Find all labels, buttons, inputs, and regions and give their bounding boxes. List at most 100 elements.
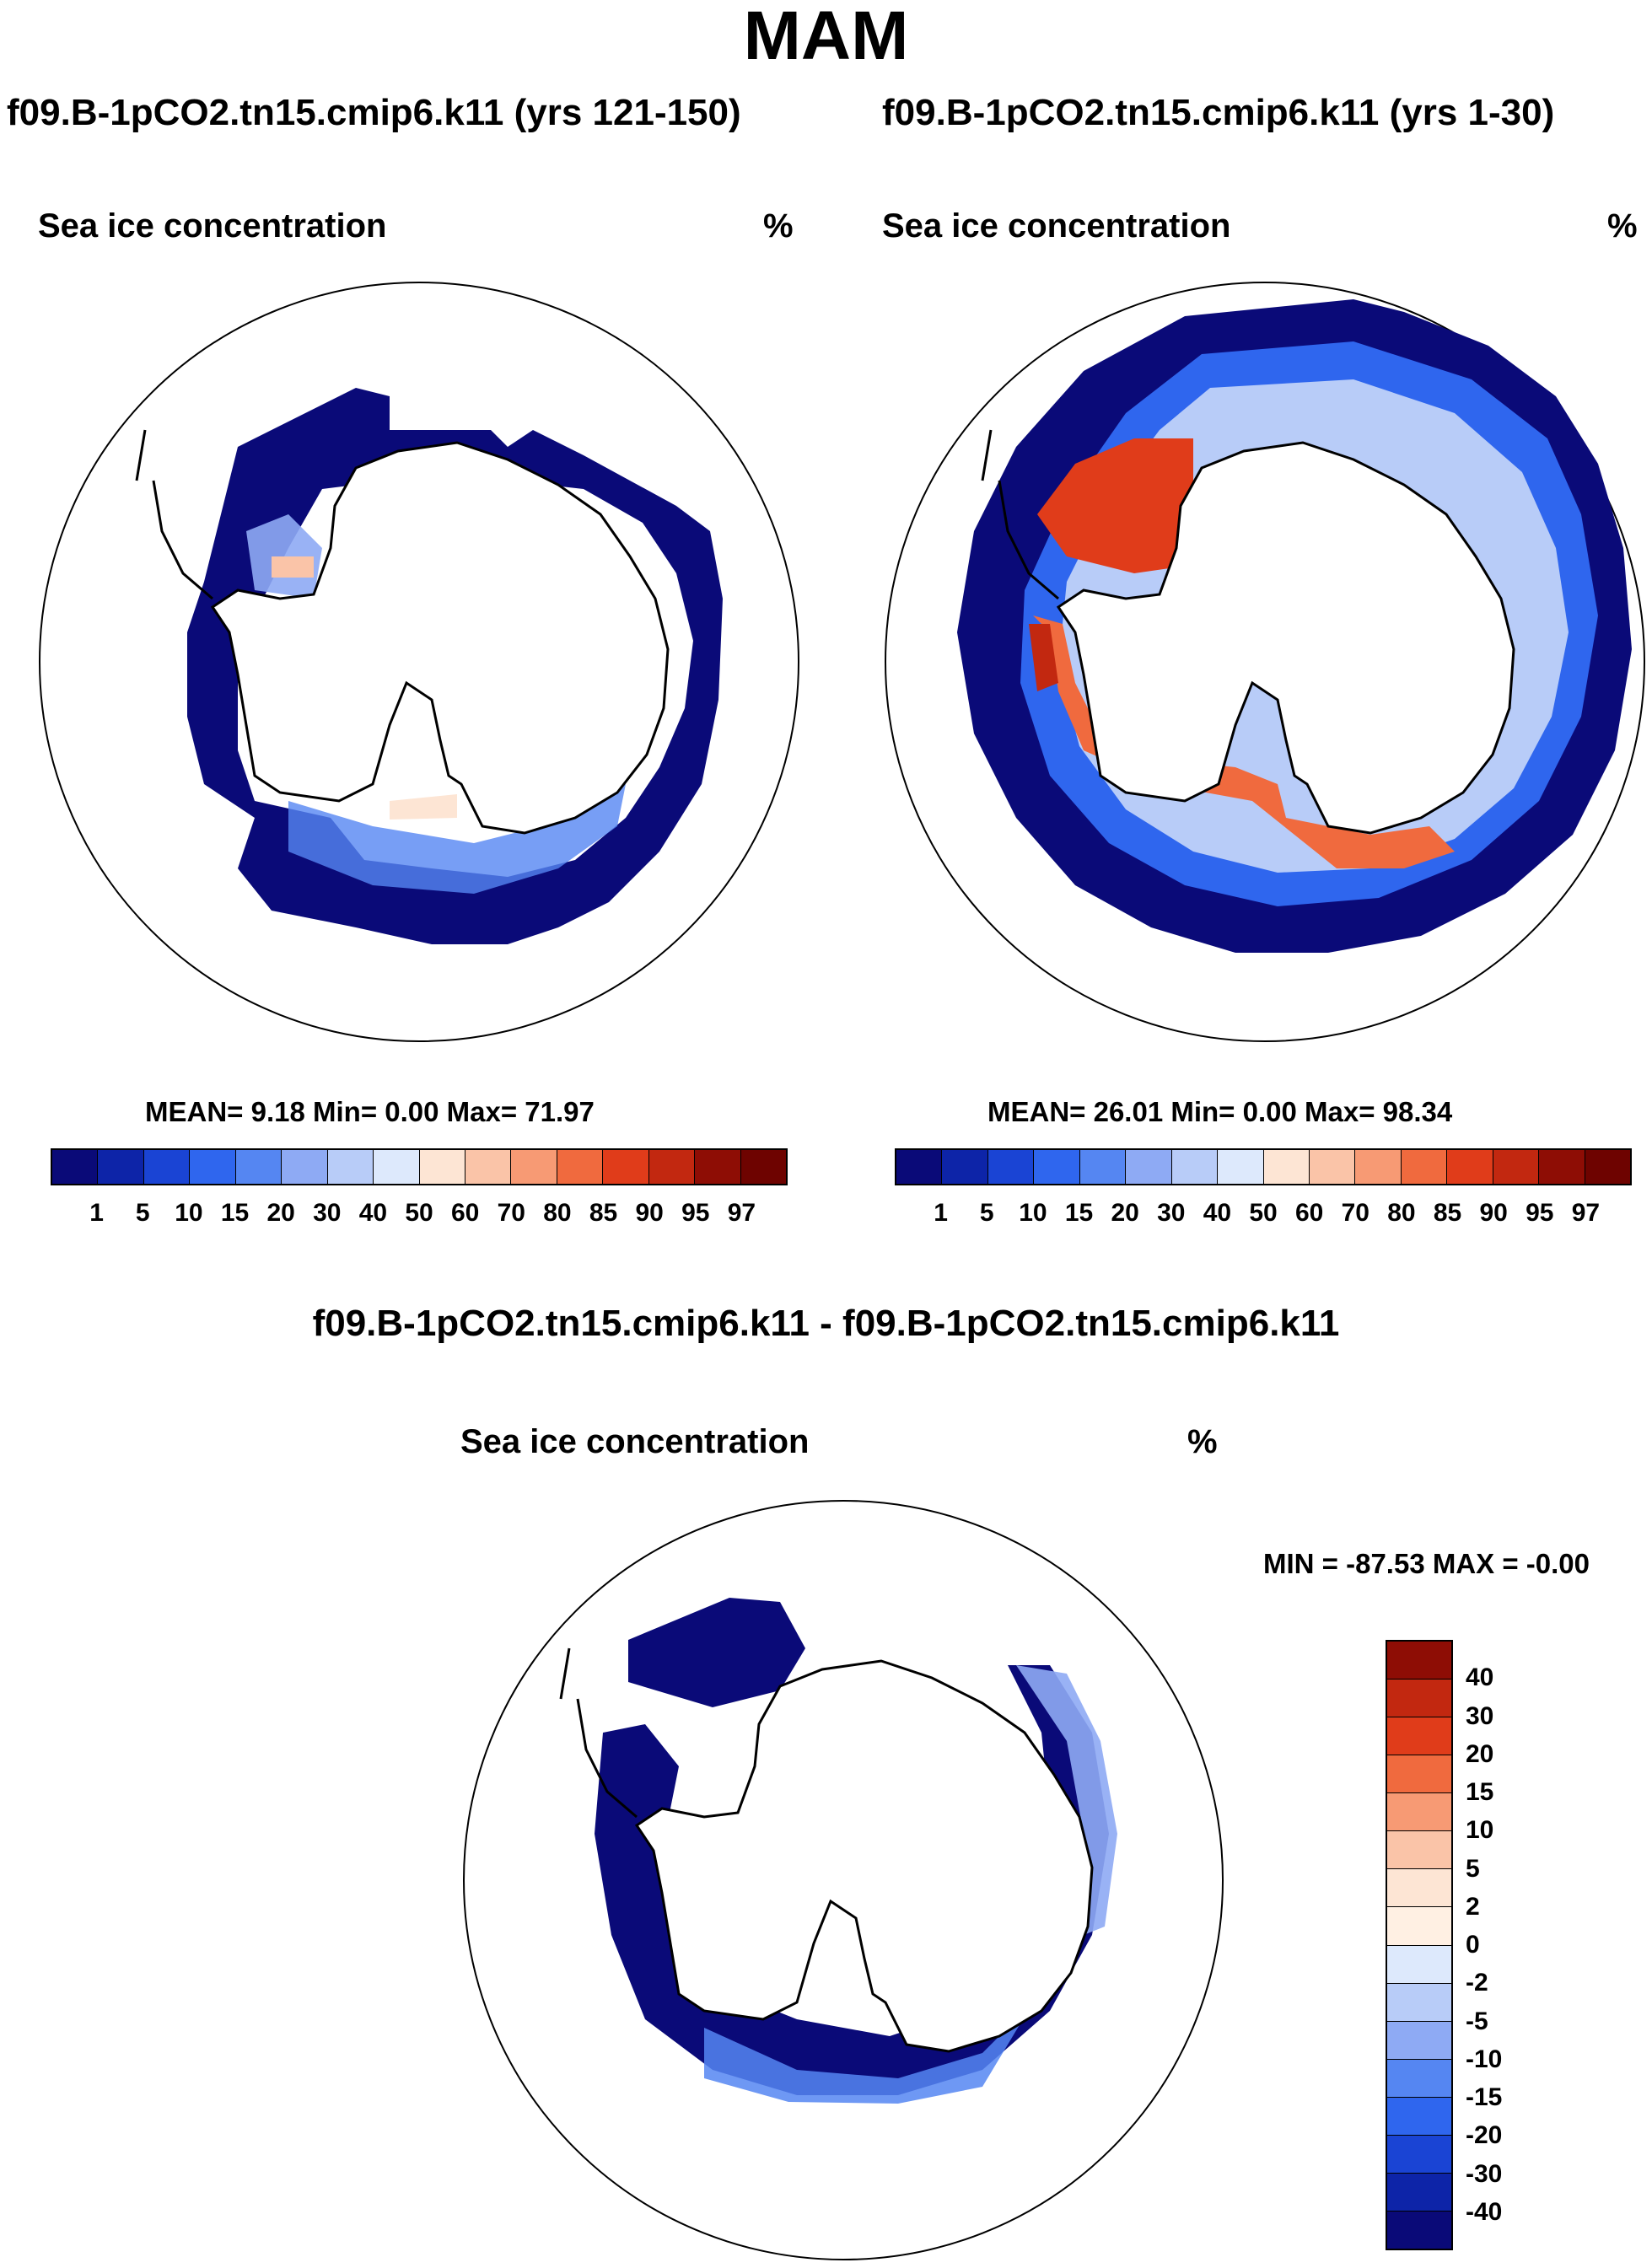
colorbar-swatch	[1387, 2059, 1451, 2098]
panel2-polar-map	[885, 282, 1645, 1042]
colorbar-swatch	[374, 1150, 420, 1184]
colorbar-tick-label: 95	[681, 1199, 710, 1227]
colorbar-tick-label: 5	[1466, 1854, 1480, 1883]
panel2-antarctica-landmass	[1056, 441, 1515, 835]
colorbar-swatch	[52, 1150, 99, 1184]
colorbar-tick-label: 60	[450, 1199, 480, 1227]
panel3-stats: MIN = -87.53 MAX = -0.00	[1263, 1548, 1590, 1579]
colorbar-swatch	[1387, 1907, 1451, 1946]
colorbar-tick-label: 50	[405, 1199, 433, 1227]
colorbar-swatch	[1493, 1150, 1540, 1184]
colorbar-swatch	[740, 1150, 786, 1184]
colorbar-tick-label: 15	[1466, 1778, 1494, 1806]
colorbar-swatch	[190, 1150, 236, 1184]
colorbar-swatch	[143, 1150, 191, 1184]
panel3-antarctic-peninsula	[559, 1647, 638, 1819]
panel3-variable-label: Sea ice concentration	[460, 1423, 810, 1460]
panel3-case-title: f09.B-1pCO2.tn15.cmip6.k11 - f09.B-1pCO2…	[312, 1303, 1340, 1344]
colorbar-swatch	[1387, 1831, 1451, 1870]
colorbar-swatch	[1079, 1150, 1127, 1184]
colorbar-tick-label: 40	[1466, 1663, 1494, 1692]
colorbar-tick-label: 50	[1249, 1199, 1278, 1227]
colorbar-tick-label: 90	[635, 1199, 664, 1227]
panel1-ice-high-weddell	[272, 556, 314, 578]
colorbar-tick-label: -30	[1466, 2159, 1503, 2188]
colorbar-tick-label: 80	[543, 1199, 572, 1227]
panel2-units-label: %	[1607, 207, 1638, 245]
panel1-colorbar	[51, 1148, 788, 1185]
colorbar-swatch	[1539, 1150, 1585, 1184]
panel2-variable-label: Sea ice concentration	[882, 207, 1231, 245]
panel1-units-label: %	[763, 207, 794, 245]
colorbar-swatch	[1355, 1150, 1402, 1184]
colorbar-swatch	[419, 1150, 465, 1184]
panel3-antarctica-landmass	[634, 1659, 1094, 2053]
colorbar-tick-label: 60	[1294, 1199, 1324, 1227]
colorbar-tick-label: 15	[1064, 1199, 1094, 1227]
colorbar-swatch	[1387, 2211, 1451, 2249]
colorbar-tick-label: 70	[497, 1199, 525, 1227]
colorbar-swatch	[1309, 1150, 1356, 1184]
colorbar-swatch	[327, 1150, 374, 1184]
colorbar-swatch	[1387, 1642, 1451, 1680]
panel3-colorbar	[1386, 1640, 1453, 2250]
colorbar-tick-label: 20	[1466, 1739, 1494, 1768]
colorbar-swatch	[648, 1150, 696, 1184]
colorbar-swatch	[1387, 1755, 1451, 1794]
colorbar-swatch	[1585, 1150, 1630, 1184]
colorbar-tick-label: 15	[220, 1199, 250, 1227]
colorbar-tick-label: 30	[313, 1199, 342, 1227]
colorbar-swatch	[1387, 2173, 1451, 2212]
panel1-ice-high-ross	[390, 794, 457, 820]
panel3-polar-map	[463, 1500, 1224, 2260]
panel1-ice-gradient-ross	[288, 784, 626, 894]
panel1-antarctica-landmass	[210, 441, 670, 835]
panel2-case-title: f09.B-1pCO2.tn15.cmip6.k11 (yrs 1-30)	[882, 92, 1555, 133]
colorbar-tick-label: 40	[1203, 1199, 1232, 1227]
colorbar-swatch	[1126, 1150, 1172, 1184]
colorbar-tick-label: 30	[1466, 1701, 1494, 1730]
colorbar-tick-label: 10	[1466, 1816, 1494, 1845]
colorbar-tick-label: 5	[979, 1199, 994, 1227]
panel1-stats: MEAN= 9.18 Min= 0.00 Max= 71.97	[145, 1096, 595, 1127]
panel3-diff-edge-weak	[704, 2002, 1033, 2104]
panel2-high-ice-weddell	[1037, 438, 1193, 573]
colorbar-swatch	[1218, 1150, 1264, 1184]
colorbar-swatch	[557, 1150, 604, 1184]
colorbar-swatch	[1401, 1150, 1448, 1184]
panel1-polar-map	[39, 282, 799, 1042]
panel2-high-ice-peninsula	[1029, 624, 1058, 691]
panel2-stats: MEAN= 26.01 Min= 0.00 Max= 98.34	[987, 1096, 1453, 1127]
colorbar-swatch	[1387, 1869, 1451, 1908]
panel3-units-label: %	[1187, 1423, 1218, 1460]
colorbar-swatch	[942, 1150, 988, 1184]
colorbar-tick-label: 97	[1571, 1199, 1601, 1227]
colorbar-tick-label: 10	[1019, 1199, 1047, 1227]
colorbar-tick-label: 40	[358, 1199, 388, 1227]
colorbar-tick-label: -5	[1466, 2007, 1488, 2035]
colorbar-tick-label: -2	[1466, 1969, 1488, 1997]
colorbar-swatch	[235, 1150, 283, 1184]
colorbar-swatch	[465, 1150, 512, 1184]
colorbar-tick-label: 70	[1341, 1199, 1369, 1227]
colorbar-swatch	[1387, 2097, 1451, 2136]
colorbar-tick-label: -20	[1466, 2121, 1503, 2150]
colorbar-tick-label: 85	[1433, 1199, 1462, 1227]
colorbar-swatch	[1387, 2135, 1451, 2174]
colorbar-swatch	[1387, 1680, 1451, 1718]
colorbar-tick-label: 80	[1387, 1199, 1416, 1227]
colorbar-tick-label: 10	[175, 1199, 203, 1227]
colorbar-tick-label: -10	[1466, 2045, 1503, 2073]
panel1-antarctic-peninsula	[135, 429, 213, 600]
colorbar-tick-label: 97	[727, 1199, 756, 1227]
colorbar-swatch	[603, 1150, 649, 1184]
colorbar-swatch	[695, 1150, 741, 1184]
colorbar-swatch	[1171, 1150, 1219, 1184]
colorbar-swatch	[511, 1150, 557, 1184]
colorbar-tick-label: -40	[1466, 2197, 1503, 2226]
colorbar-swatch	[1263, 1150, 1310, 1184]
colorbar-swatch	[1387, 1945, 1451, 1984]
colorbar-swatch	[1387, 2021, 1451, 2060]
colorbar-tick-label: 5	[135, 1199, 150, 1227]
panel2-colorbar	[895, 1148, 1632, 1185]
